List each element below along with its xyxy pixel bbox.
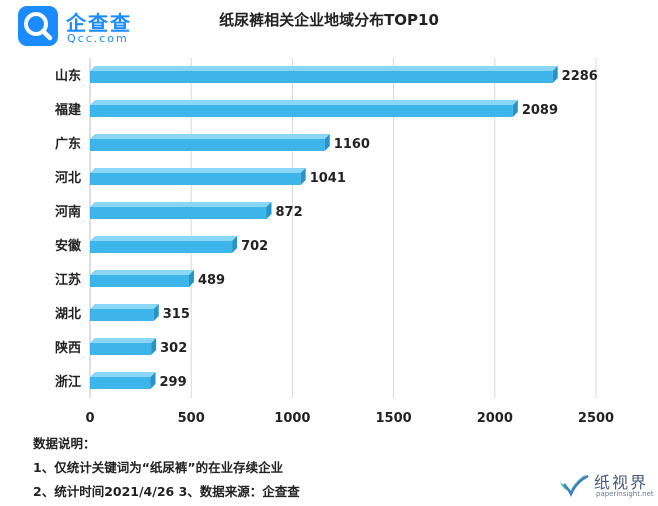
x-tick-label: 500 bbox=[178, 411, 205, 426]
notes-heading: 数据说明： bbox=[33, 436, 96, 451]
bar-top-face bbox=[90, 372, 156, 377]
data-label: 702 bbox=[241, 239, 268, 254]
data-label: 1160 bbox=[334, 137, 370, 152]
bar-top-face bbox=[90, 304, 159, 309]
bar bbox=[90, 105, 513, 117]
data-label: 302 bbox=[160, 341, 187, 356]
bar-top-face bbox=[90, 338, 157, 343]
bar-top-face bbox=[90, 270, 194, 275]
x-tick-label: 2000 bbox=[477, 411, 513, 426]
bar-side-face bbox=[552, 66, 558, 83]
bar-side-face bbox=[266, 202, 272, 219]
qcc-magnifier-icon bbox=[18, 6, 58, 46]
data-label: 2286 bbox=[562, 69, 598, 84]
watermark: 纸视界 paperinsight.net bbox=[556, 466, 656, 506]
notes-line-2: 2、统计时间2021/4/26 3、数据来源：企查查 bbox=[33, 484, 300, 499]
bar-top-face bbox=[90, 100, 518, 105]
category-label: 广东 bbox=[55, 136, 81, 152]
bar-top-face bbox=[90, 66, 558, 71]
category-label: 浙江 bbox=[55, 374, 81, 390]
x-tick-label: 1500 bbox=[376, 411, 412, 426]
bar bbox=[90, 343, 152, 355]
category-label: 安徽 bbox=[55, 238, 82, 254]
bar bbox=[90, 309, 154, 321]
data-label: 315 bbox=[163, 307, 190, 322]
x-tick-label: 0 bbox=[85, 411, 94, 426]
bar-side-face bbox=[324, 134, 330, 151]
bar bbox=[90, 207, 267, 219]
category-label: 河北 bbox=[55, 170, 81, 186]
logo-text: 企查查 bbox=[66, 11, 132, 35]
data-label: 1041 bbox=[310, 171, 346, 186]
bar-side-face bbox=[300, 168, 306, 185]
bar-side-face bbox=[512, 100, 518, 117]
leaf-check-icon bbox=[560, 474, 589, 498]
notes-line-1: 1、仅统计关键词为“纸尿裤”的在业存续企业 bbox=[33, 460, 284, 475]
category-label: 河南 bbox=[55, 204, 81, 220]
data-label: 2089 bbox=[522, 103, 558, 118]
bar bbox=[90, 275, 189, 287]
bar-top-face bbox=[90, 236, 238, 241]
bar bbox=[90, 139, 325, 151]
category-label: 陕西 bbox=[55, 340, 81, 356]
qcc-logo: 企查查 Qcc.com bbox=[18, 6, 148, 46]
bar-side-face bbox=[151, 338, 157, 355]
category-label: 福建 bbox=[54, 102, 81, 118]
data-label: 872 bbox=[275, 205, 302, 220]
bar-side-face bbox=[232, 236, 238, 253]
bar bbox=[90, 377, 151, 389]
bar bbox=[90, 241, 233, 253]
bar-side-face bbox=[188, 270, 194, 287]
category-label: 山东 bbox=[55, 68, 81, 84]
data-label: 299 bbox=[160, 375, 187, 390]
bar bbox=[90, 173, 301, 185]
watermark-text: 纸视界 bbox=[594, 473, 649, 492]
bar-side-face bbox=[150, 372, 156, 389]
watermark-domain: paperinsight.net bbox=[596, 490, 654, 498]
logo-domain: Qcc.com bbox=[67, 32, 129, 45]
bar-top-face bbox=[90, 202, 272, 207]
data-label: 489 bbox=[198, 273, 225, 288]
chart-title: 纸尿裤相关企业地域分布TOP10 bbox=[219, 11, 439, 29]
bar-top-face bbox=[90, 168, 306, 173]
data-notes: 数据说明： 1、仅统计关键词为“纸尿裤”的在业存续企业 2、统计时间2021/4… bbox=[33, 434, 300, 506]
bar-side-face bbox=[153, 304, 159, 321]
x-tick-label: 2500 bbox=[578, 411, 614, 426]
category-label: 湖北 bbox=[55, 307, 81, 322]
x-tick-label: 1000 bbox=[274, 411, 310, 426]
category-label: 江苏 bbox=[55, 272, 81, 288]
bar-top-face bbox=[90, 134, 330, 139]
bar bbox=[90, 71, 553, 83]
